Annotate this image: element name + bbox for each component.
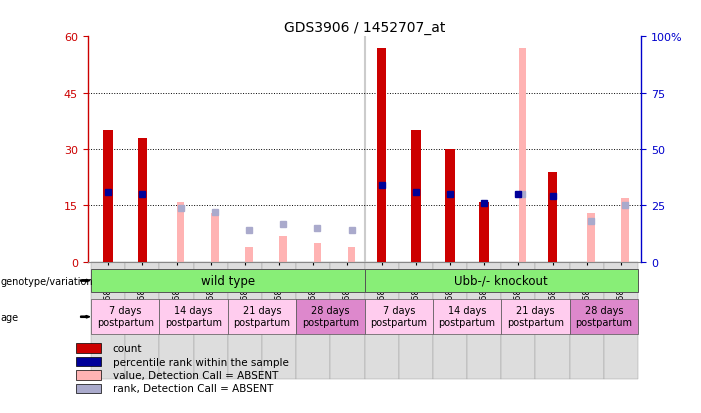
FancyBboxPatch shape: [399, 262, 433, 379]
FancyBboxPatch shape: [228, 262, 262, 379]
Text: 7 days
postpartum: 7 days postpartum: [370, 306, 427, 327]
Text: genotype/variation: genotype/variation: [1, 276, 93, 286]
FancyBboxPatch shape: [604, 262, 638, 379]
Bar: [228, 299, 296, 335]
FancyBboxPatch shape: [433, 262, 467, 379]
Bar: [245, 247, 253, 262]
Bar: [501, 299, 570, 335]
Bar: [547, 172, 557, 262]
Bar: [377, 48, 386, 262]
Text: 14 days
postpartum: 14 days postpartum: [439, 306, 496, 327]
Text: 28 days
postpartum: 28 days postpartum: [302, 306, 359, 327]
Text: 28 days
postpartum: 28 days postpartum: [576, 306, 632, 327]
FancyBboxPatch shape: [467, 262, 501, 379]
Text: percentile rank within the sample: percentile rank within the sample: [113, 357, 289, 367]
FancyBboxPatch shape: [501, 262, 536, 379]
Title: GDS3906 / 1452707_at: GDS3906 / 1452707_at: [284, 21, 445, 35]
Bar: [445, 150, 455, 262]
Bar: [365, 270, 638, 292]
Bar: [433, 299, 501, 335]
Text: count: count: [113, 343, 142, 353]
Text: 14 days
postpartum: 14 days postpartum: [165, 306, 222, 327]
Bar: [621, 199, 629, 262]
Bar: [570, 299, 638, 335]
FancyBboxPatch shape: [159, 262, 193, 379]
FancyBboxPatch shape: [536, 262, 570, 379]
FancyBboxPatch shape: [262, 262, 296, 379]
Bar: [519, 48, 526, 262]
Bar: [76, 370, 101, 380]
Text: 7 days
postpartum: 7 days postpartum: [97, 306, 154, 327]
FancyBboxPatch shape: [193, 262, 228, 379]
Bar: [76, 384, 101, 393]
Bar: [411, 131, 421, 262]
FancyBboxPatch shape: [125, 262, 159, 379]
Bar: [365, 299, 433, 335]
Bar: [91, 270, 365, 292]
Text: 21 days
postpartum: 21 days postpartum: [507, 306, 564, 327]
Bar: [177, 202, 184, 262]
Text: age: age: [1, 312, 19, 322]
Bar: [103, 131, 113, 262]
Text: 21 days
postpartum: 21 days postpartum: [233, 306, 290, 327]
FancyBboxPatch shape: [91, 262, 125, 379]
Text: rank, Detection Call = ABSENT: rank, Detection Call = ABSENT: [113, 384, 273, 394]
Text: wild type: wild type: [200, 274, 255, 287]
Bar: [76, 344, 101, 353]
Bar: [159, 299, 228, 335]
Bar: [211, 214, 219, 262]
Bar: [313, 244, 321, 262]
FancyBboxPatch shape: [570, 262, 604, 379]
Text: value, Detection Call = ABSENT: value, Detection Call = ABSENT: [113, 370, 278, 380]
Bar: [280, 236, 287, 262]
Bar: [587, 214, 594, 262]
Bar: [348, 247, 355, 262]
Bar: [479, 202, 489, 262]
FancyBboxPatch shape: [330, 262, 365, 379]
Bar: [137, 138, 147, 262]
FancyBboxPatch shape: [365, 262, 399, 379]
FancyBboxPatch shape: [296, 262, 330, 379]
Bar: [296, 299, 365, 335]
Bar: [76, 357, 101, 366]
Bar: [91, 299, 159, 335]
Text: Ubb-/- knockout: Ubb-/- knockout: [454, 274, 548, 287]
